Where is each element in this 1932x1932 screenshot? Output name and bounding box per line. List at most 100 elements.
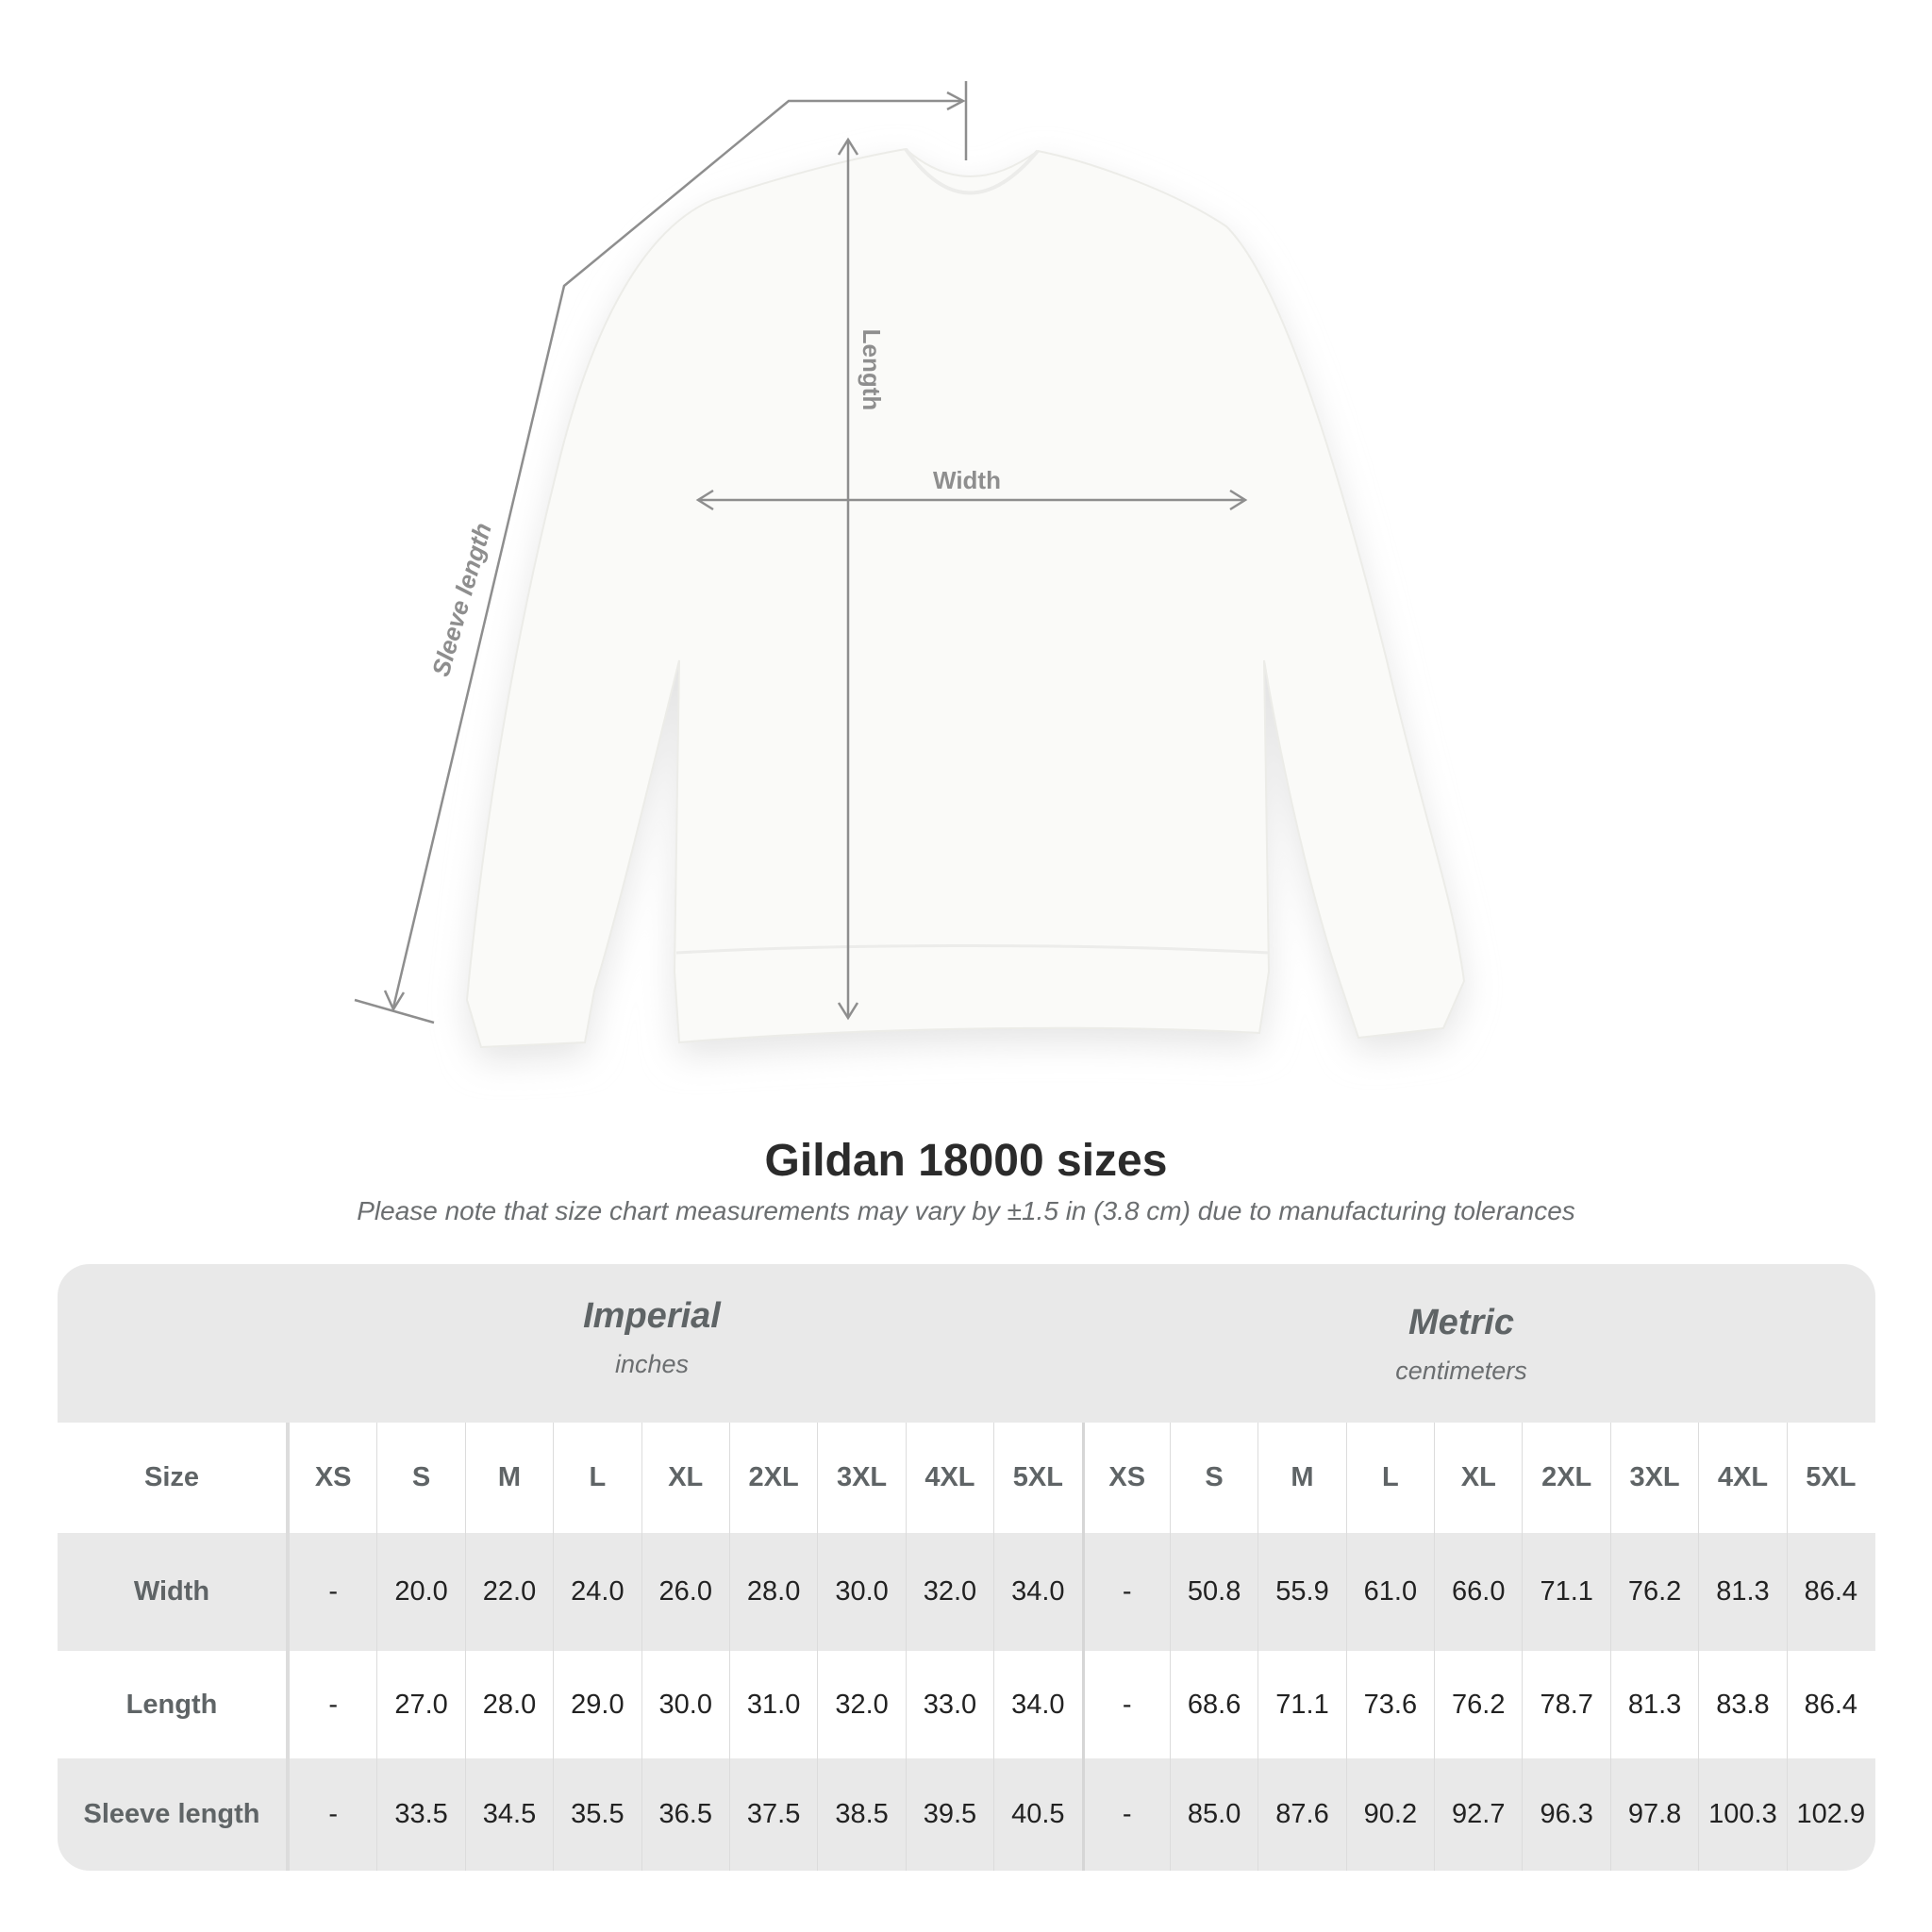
metric-value: 90.2 bbox=[1345, 1758, 1434, 1871]
table-row: Sleeve length -33.5 34.5 35.5 36.5 37.5 38.5 39… bbox=[58, 1758, 1875, 1871]
metric-unit: centimeters bbox=[1395, 1357, 1527, 1385]
width-arrow-right bbox=[1229, 489, 1248, 511]
imperial-value: 32.0 bbox=[905, 1533, 993, 1651]
sleeve-arrow-top bbox=[946, 91, 966, 111]
imperial-value: 30.0 bbox=[641, 1651, 729, 1758]
imperial-value: - bbox=[289, 1651, 376, 1758]
imperial-size-4XL: 4XL bbox=[905, 1423, 993, 1533]
metric-size-XS: XS bbox=[1081, 1423, 1170, 1533]
metric-value: 81.3 bbox=[1698, 1533, 1786, 1651]
imperial-value: 32.0 bbox=[817, 1651, 905, 1758]
metric-value: 76.2 bbox=[1609, 1533, 1698, 1651]
metric-value: - bbox=[1081, 1651, 1170, 1758]
sleeve-length-label: Sleeve length bbox=[426, 520, 497, 679]
metric-value: 73.6 bbox=[1345, 1651, 1434, 1758]
imperial-value: 29.0 bbox=[553, 1651, 641, 1758]
size-header-row: Size XS S M L XL 2XL 3XL 4XL 5XL XS S M L XL 2XL 3XL 4XL 5… bbox=[58, 1423, 1875, 1533]
metric-size-2XL: 2XL bbox=[1522, 1423, 1609, 1533]
metric-header: Metric centimeters bbox=[1225, 1303, 1697, 1386]
sleeve-tick-bottom bbox=[354, 998, 435, 1024]
metric-value: 87.6 bbox=[1257, 1758, 1345, 1871]
imperial-value: 24.0 bbox=[553, 1533, 641, 1651]
length-arrow-bottom bbox=[837, 1002, 859, 1021]
imperial-size-XS: XS bbox=[289, 1423, 376, 1533]
row-label: Length bbox=[58, 1651, 289, 1758]
imperial-value: 30.0 bbox=[817, 1533, 905, 1651]
metric-value: 66.0 bbox=[1434, 1533, 1522, 1651]
metric-value: 76.2 bbox=[1434, 1651, 1522, 1758]
size-table: Imperial inches Metric centimeters Size X… bbox=[58, 1264, 1875, 1871]
metric-size-S: S bbox=[1169, 1423, 1257, 1533]
imperial-value: 34.0 bbox=[993, 1651, 1081, 1758]
imperial-value: 34.5 bbox=[464, 1758, 553, 1871]
hem-rib bbox=[675, 944, 1270, 955]
imperial-value: - bbox=[289, 1758, 376, 1871]
imperial-size-2XL: 2XL bbox=[728, 1423, 817, 1533]
metric-size-5XL: 5XL bbox=[1786, 1423, 1874, 1533]
metric-value: 86.4 bbox=[1786, 1533, 1874, 1651]
imperial-value: 40.5 bbox=[993, 1758, 1081, 1871]
metric-value: 78.7 bbox=[1522, 1651, 1609, 1758]
table-row: Width -20.0 22.0 24.0 26.0 28.0 30.0 32.0 34.0-5… bbox=[58, 1533, 1875, 1651]
metric-value: 50.8 bbox=[1169, 1533, 1257, 1651]
metric-value: - bbox=[1081, 1533, 1170, 1651]
imperial-size-5XL: 5XL bbox=[993, 1423, 1081, 1533]
sweatshirt-diagram: Length Width Sleeve length bbox=[354, 81, 1466, 1060]
metric-value: 100.3 bbox=[1698, 1758, 1786, 1871]
imperial-size-S: S bbox=[376, 1423, 464, 1533]
sweatshirt bbox=[465, 147, 1466, 1049]
width-label: Width bbox=[933, 466, 1001, 494]
metric-value: 102.9 bbox=[1786, 1758, 1874, 1871]
metric-value: 86.4 bbox=[1786, 1651, 1874, 1758]
imperial-value: 33.5 bbox=[376, 1758, 464, 1871]
imperial-value: 22.0 bbox=[464, 1533, 553, 1651]
imperial-unit: inches bbox=[614, 1350, 690, 1378]
imperial-header: Imperial inches bbox=[416, 1296, 888, 1379]
imperial-value: 34.0 bbox=[993, 1533, 1081, 1651]
imperial-value: - bbox=[289, 1533, 376, 1651]
metric-value: 83.8 bbox=[1698, 1651, 1786, 1758]
imperial-value: 27.0 bbox=[376, 1651, 464, 1758]
metric-size-M: M bbox=[1257, 1423, 1345, 1533]
imperial-value: 28.0 bbox=[728, 1533, 817, 1651]
metric-value: 61.0 bbox=[1345, 1533, 1434, 1651]
metric-size-3XL: 3XL bbox=[1609, 1423, 1698, 1533]
metric-value: 71.1 bbox=[1522, 1533, 1609, 1651]
metric-value: 96.3 bbox=[1522, 1758, 1609, 1871]
sleeve-arrow-bottom bbox=[383, 990, 406, 1012]
metric-size-XL: XL bbox=[1434, 1423, 1522, 1533]
length-label: Length bbox=[858, 329, 886, 411]
imperial-value: 36.5 bbox=[641, 1758, 729, 1871]
metric-value: 55.9 bbox=[1257, 1533, 1345, 1651]
metric-value: - bbox=[1081, 1758, 1170, 1871]
metric-value: 68.6 bbox=[1169, 1651, 1257, 1758]
imperial-size-3XL: 3XL bbox=[817, 1423, 905, 1533]
imperial-value: 39.5 bbox=[905, 1758, 993, 1871]
page-title: Gildan 18000 sizes bbox=[764, 1136, 1168, 1186]
width-arrow-left bbox=[695, 489, 714, 511]
table-row: Length -27.0 28.0 29.0 30.0 31.0 32.0 33.0 34.0-… bbox=[58, 1651, 1875, 1758]
imperial-value: 20.0 bbox=[376, 1533, 464, 1651]
sleeve-line bbox=[391, 99, 961, 1008]
row-label: Width bbox=[58, 1533, 289, 1651]
imperial-value: 31.0 bbox=[728, 1651, 817, 1758]
imperial-value: 37.5 bbox=[728, 1758, 817, 1871]
imperial-value: 33.0 bbox=[905, 1651, 993, 1758]
metric-value: 81.3 bbox=[1609, 1651, 1698, 1758]
imperial-title: Imperial bbox=[583, 1296, 721, 1336]
imperial-value: 28.0 bbox=[464, 1651, 553, 1758]
metric-size-4XL: 4XL bbox=[1698, 1423, 1786, 1533]
unit-header: Imperial inches Metric centimeters bbox=[58, 1264, 1875, 1423]
metric-size-L: L bbox=[1345, 1423, 1434, 1533]
collar bbox=[904, 147, 1040, 195]
imperial-value: 35.5 bbox=[553, 1758, 641, 1871]
metric-value: 97.8 bbox=[1609, 1758, 1698, 1871]
imperial-size-M: M bbox=[464, 1423, 553, 1533]
metric-value: 92.7 bbox=[1434, 1758, 1522, 1871]
length-arrow-top bbox=[837, 137, 859, 156]
imperial-value: 26.0 bbox=[641, 1533, 729, 1651]
row-label: Sleeve length bbox=[58, 1758, 289, 1871]
size-label: Size bbox=[58, 1423, 289, 1533]
imperial-size-L: L bbox=[553, 1423, 641, 1533]
imperial-size-XL: XL bbox=[641, 1423, 729, 1533]
